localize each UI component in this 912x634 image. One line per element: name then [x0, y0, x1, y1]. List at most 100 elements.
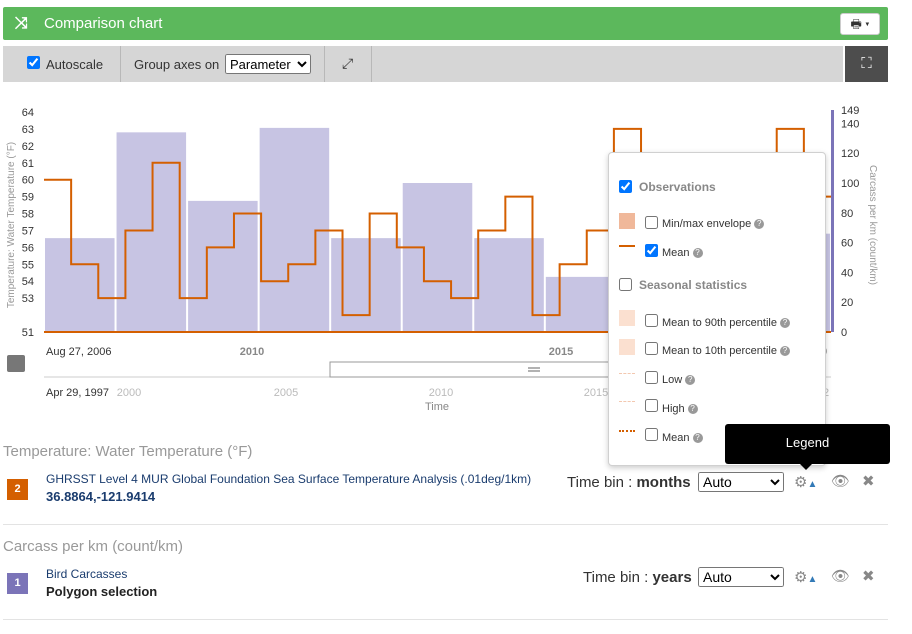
help-icon: ?: [754, 219, 765, 230]
left-axis-tick: 64: [22, 107, 34, 119]
time-bin-select[interactable]: Auto: [698, 472, 784, 492]
p10-checkbox[interactable]: [645, 342, 658, 355]
dataset-name-link[interactable]: GHRSST Level 4 MUR Global Foundation Sea…: [46, 472, 532, 486]
help-icon: ?: [779, 318, 790, 329]
close-icon[interactable]: ✖: [862, 568, 875, 585]
left-axis-tick: 53: [22, 293, 34, 305]
mean2-swatch: [619, 430, 635, 432]
right-axis-tick: 149: [841, 105, 859, 117]
divider: [3, 619, 888, 620]
autoscale-checkbox[interactable]: [27, 56, 40, 69]
x-axis-tick: 2015: [549, 346, 573, 358]
group-axes-label: Group axes on: [134, 57, 220, 72]
seasonal-header: Seasonal statistics: [639, 278, 748, 292]
minmax-checkbox[interactable]: [645, 216, 658, 229]
p10-swatch: [619, 339, 635, 355]
navigator-tick: 2000: [117, 387, 141, 399]
calendar-icon: [7, 355, 25, 372]
section-title-temperature: Temperature: Water Temperature (°F): [3, 443, 253, 460]
dataset-location: 36.8864,-121.9414: [46, 489, 156, 504]
dataset-name-link[interactable]: Bird Carcasses: [46, 567, 128, 581]
minmax-swatch: [619, 213, 635, 229]
print-icon: 🖶: [850, 17, 862, 31]
mean2-label: Mean?: [662, 432, 703, 444]
left-axis-tick: 59: [22, 192, 34, 204]
section-title-carcass: Carcass per km (count/km): [3, 538, 184, 555]
navigator-tick: 2005: [274, 387, 298, 399]
left-axis-tick: 61: [22, 158, 34, 170]
carcass-bar: [188, 200, 258, 332]
low-checkbox[interactable]: [645, 371, 658, 384]
p10-label: Mean to 10th percentile?: [662, 345, 790, 357]
right-axis-tick: 100: [841, 178, 859, 190]
dataset-badge: 1: [7, 573, 28, 594]
navigator-handle: [329, 361, 631, 378]
left-axis-label: Temperature: Water Temperature (°F): [6, 142, 17, 308]
carcass-bar: [545, 276, 616, 332]
navigator-tick: 2010: [429, 387, 453, 399]
toolbar-divider: [371, 46, 372, 82]
high-checkbox[interactable]: [645, 399, 658, 412]
help-icon: ?: [685, 375, 696, 386]
carcass-bar: [402, 183, 473, 332]
close-icon[interactable]: ✖: [862, 473, 875, 490]
mean2-checkbox[interactable]: [645, 428, 658, 441]
eye-icon[interactable]: 👁: [831, 568, 851, 585]
gear-icon[interactable]: ⚙▲: [794, 569, 818, 586]
low-label: Low?: [662, 374, 696, 386]
navigator-tick: Apr 29, 1997: [46, 387, 109, 399]
left-axis-tick: 57: [22, 225, 34, 237]
mean-swatch: [619, 245, 635, 247]
navigator-tick: 2015: [584, 387, 608, 399]
p90-checkbox[interactable]: [645, 314, 658, 327]
toolbar-divider: [120, 46, 121, 82]
right-axis-tick: 0: [841, 327, 847, 339]
left-axis-tick: 51: [22, 327, 34, 339]
help-icon: ?: [779, 346, 790, 357]
shuffle-icon: ⤨: [15, 15, 28, 32]
time-bin-select[interactable]: Auto: [698, 567, 784, 587]
right-axis-tick: 40: [841, 267, 853, 279]
legend-tooltip: Legend: [725, 424, 890, 470]
p90-label: Mean to 90th percentile?: [662, 317, 790, 329]
legend-popover: Observations Min/max envelope? Mean? Sea…: [608, 152, 826, 466]
print-button[interactable]: 🖶 ▾: [840, 13, 880, 35]
high-label: High?: [662, 403, 698, 415]
left-axis-tick: 58: [22, 209, 34, 221]
autoscale-label: Autoscale: [46, 57, 104, 72]
chart-title-bar: ⤨ Comparison chart 🖶 ▾: [3, 7, 888, 40]
dataset-location: Polygon selection: [46, 584, 158, 599]
right-axis-tick: 20: [841, 297, 853, 309]
fullscreen-button[interactable]: ⛶: [845, 46, 888, 82]
right-axis-line: [831, 110, 834, 332]
navigator-tick: 2: [823, 387, 829, 399]
help-icon: ?: [692, 433, 703, 444]
group-axes-select[interactable]: Parameter: [225, 54, 311, 74]
right-axis-tick: 80: [841, 208, 853, 220]
right-axis-label: Carcass per km (count/km): [867, 165, 878, 285]
time-bin-label: Time bin : years: [583, 569, 692, 586]
right-axis-tick: 140: [841, 118, 859, 130]
expand-icon[interactable]: ⤢: [342, 55, 354, 71]
minmax-label: Min/max envelope?: [662, 218, 765, 230]
gear-icon[interactable]: ⚙▲: [794, 474, 818, 491]
fullscreen-icon: ⛶: [861, 55, 872, 72]
dataset-badge: 2: [7, 479, 28, 500]
divider: [3, 524, 888, 525]
mean-checkbox[interactable]: [645, 244, 658, 257]
left-axis-tick: 62: [22, 141, 34, 153]
p90-swatch: [619, 310, 635, 326]
help-icon: ?: [687, 404, 698, 415]
high-swatch: [619, 401, 635, 402]
eye-icon[interactable]: 👁: [831, 473, 851, 490]
x-axis-tick: 2010: [240, 346, 264, 358]
left-axis-tick: 63: [22, 124, 34, 136]
left-axis-tick: 54: [22, 276, 34, 288]
chart-toolbar: Autoscale Group axes on Parameter ⤢: [3, 46, 843, 82]
right-axis-tick: 60: [841, 238, 853, 250]
low-swatch: [619, 373, 635, 374]
time-bin-label: Time bin : months: [567, 474, 691, 491]
observations-checkbox[interactable]: [619, 180, 632, 193]
seasonal-checkbox[interactable]: [619, 278, 632, 291]
left-axis-tick: 55: [22, 259, 34, 271]
